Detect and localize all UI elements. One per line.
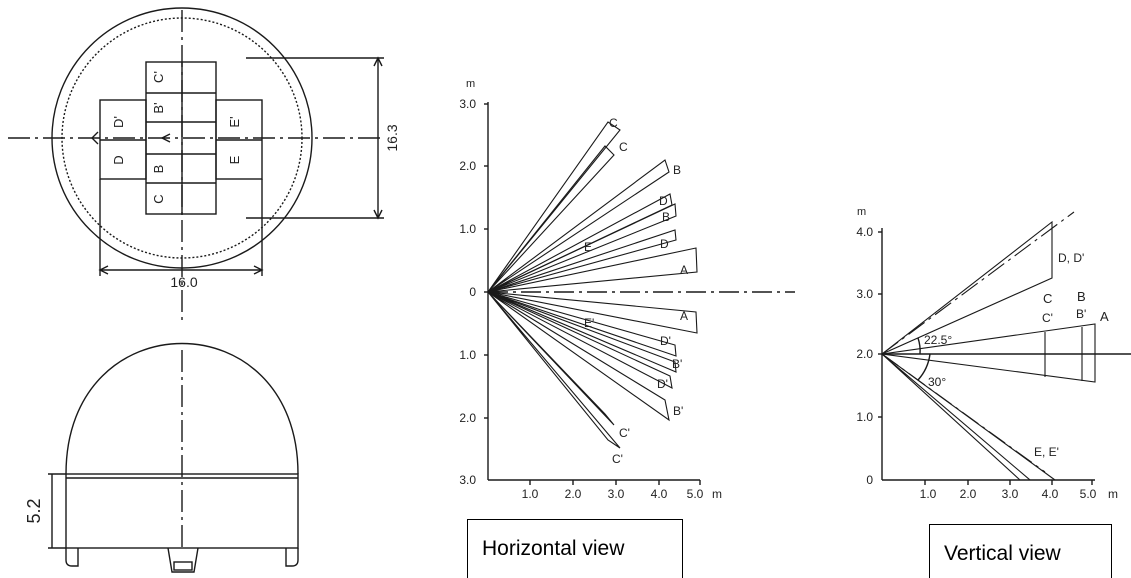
horizontal-zone-label: B'	[673, 404, 683, 418]
horizontal-y-tick: 1.0	[459, 348, 476, 362]
vertical-y-tick: 0	[866, 473, 873, 487]
horizontal-zone-label: E'	[584, 316, 594, 330]
horizontal-zone-label: D'	[660, 334, 671, 348]
horizontal-x-unit: m	[712, 487, 722, 501]
diameter-dimension: 16.3	[384, 124, 400, 151]
horizontal-zone-label: C'	[612, 452, 623, 466]
segment-label-c: C	[151, 194, 166, 203]
vertical-zone-label: D, D'	[1058, 251, 1084, 265]
horizontal-x-ticks: 1.0 2.0 3.0 4.0 5.0 m	[522, 480, 722, 501]
horizontal-zone-label: C	[609, 116, 618, 130]
horizontal-y-unit: m	[466, 78, 475, 90]
vertical-x-tick: 4.0	[1042, 487, 1059, 501]
horizontal-view-caption-text: Horizontal view	[482, 537, 625, 560]
horizontal-y-tick: 0	[469, 285, 476, 299]
vertical-zone-label: C	[1043, 291, 1052, 306]
angle-down-label: 30°	[928, 375, 946, 389]
vertical-x-unit: m	[1108, 487, 1118, 501]
horizontal-y-tick: 2.0	[459, 411, 476, 425]
horizontal-zone-label: D'	[657, 377, 668, 391]
horizontal-zone-label: B	[662, 210, 670, 224]
horizontal-zone-label: B'	[672, 357, 682, 371]
horizontal-y-tick: 3.0	[459, 473, 476, 487]
horizontal-zone-label: E	[584, 240, 592, 254]
vertical-view: m 4.0 3.0 2.0 1.0 0 1.0 2.0 3.0 4.0 5.0 …	[856, 206, 1131, 501]
horizontal-zone-label: A	[680, 263, 688, 277]
vertical-zone-label: A	[1100, 309, 1109, 324]
horizontal-x-tick: 1.0	[522, 487, 539, 501]
vertical-x-tick: 3.0	[1002, 487, 1019, 501]
angle-up-label: 22.5°	[924, 333, 952, 347]
segment-label-c-prime: C'	[151, 71, 166, 83]
horizontal-zone-label: B	[673, 163, 681, 177]
segment-label-d-prime: D'	[111, 116, 126, 128]
segment-label-b: B	[151, 165, 166, 174]
vertical-x-tick: 5.0	[1080, 487, 1097, 501]
vertical-y-ticks: 4.0 3.0 2.0 1.0 0	[856, 225, 882, 487]
vertical-y-unit: m	[857, 206, 866, 218]
vertical-y-tick: 4.0	[856, 225, 873, 239]
vertical-x-tick: 2.0	[960, 487, 977, 501]
horizontal-x-tick: 3.0	[608, 487, 625, 501]
horizontal-zone-label: C'	[619, 426, 630, 440]
vertical-x-tick: 1.0	[920, 487, 937, 501]
vertical-x-ticks: 1.0 2.0 3.0 4.0 5.0 m	[920, 480, 1118, 501]
horizontal-zone-label: A	[680, 309, 688, 323]
horizontal-y-tick: 1.0	[459, 222, 476, 236]
horizontal-y-tick: 2.0	[459, 159, 476, 173]
horizontal-y-ticks: 3.0 2.0 1.0 0 1.0 2.0 3.0	[459, 97, 488, 487]
vertical-y-tick: 3.0	[856, 287, 873, 301]
horizontal-view: m 3.0 2.0 1.0 0 1.0 2.0 3.0 1.0	[459, 78, 795, 501]
vertical-zone-label: B	[1077, 289, 1086, 304]
horizontal-x-tick: 2.0	[565, 487, 582, 501]
segment-label-d: D	[111, 155, 126, 164]
segment-label-e-prime: E'	[227, 116, 242, 127]
width-dimension: 16.0	[170, 274, 197, 290]
vertical-zone-label: E, E'	[1034, 445, 1059, 459]
vertical-y-tick: 1.0	[856, 410, 873, 424]
segment-label-b-prime: B'	[151, 102, 166, 113]
vertical-view-caption: Vertical view	[929, 524, 1112, 578]
horizontal-x-tick: 5.0	[687, 487, 704, 501]
lens-side-view: 5.2	[24, 343, 299, 573]
height-dimension: 5.2	[24, 498, 44, 523]
horizontal-zone-label: C	[619, 140, 628, 154]
vertical-zone-label: B'	[1076, 307, 1086, 321]
horizontal-zones	[487, 121, 698, 449]
horizontal-zone-label: D	[659, 194, 668, 208]
vertical-y-tick: 2.0	[856, 347, 873, 361]
horizontal-view-caption: Horizontal view	[467, 519, 683, 578]
segment-label-e: E	[227, 155, 242, 164]
horizontal-y-tick: 3.0	[459, 97, 476, 111]
vertical-zone-label: C'	[1042, 311, 1053, 325]
horizontal-x-tick: 4.0	[651, 487, 668, 501]
vertical-view-caption-text: Vertical view	[944, 542, 1061, 565]
horizontal-zone-label: D	[660, 237, 669, 251]
lens-top-view: C' B' D' E' D B E C 16.3 16.0	[8, 7, 400, 325]
vertical-zones	[881, 211, 1096, 481]
